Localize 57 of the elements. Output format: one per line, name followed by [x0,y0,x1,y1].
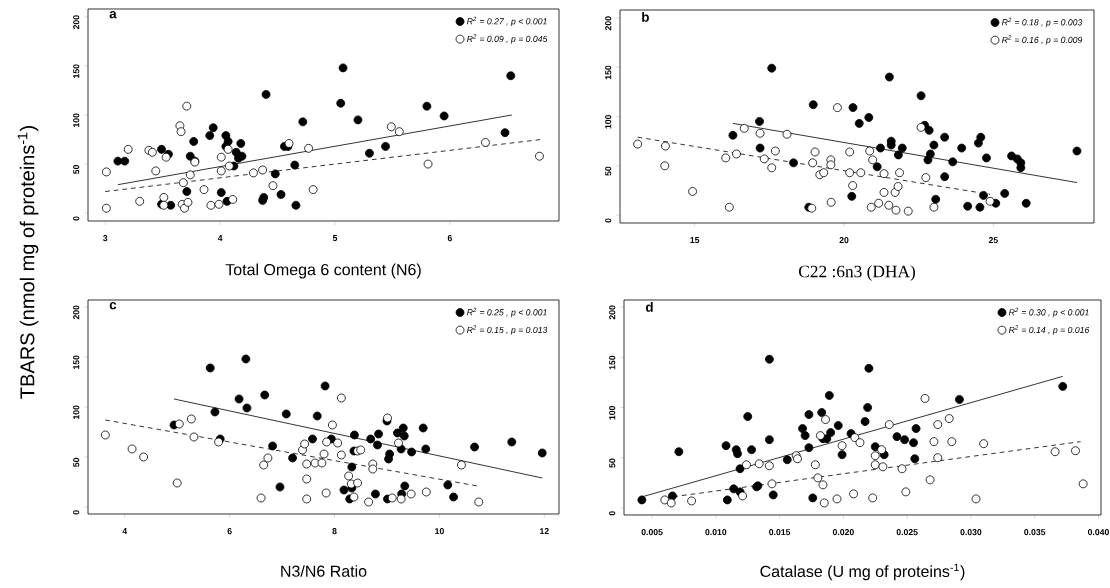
x-tick-label: 0.010 [705,529,727,536]
x-tick-label: 0.020 [832,529,854,536]
x-tick-label: 6 [447,235,452,242]
x-tick-label: 12 [540,528,549,535]
chart-title: a [109,11,117,19]
y-tick-label: 200 [73,15,80,30]
chart-title: b [642,12,649,22]
y-tick-label: 0 [609,511,616,516]
legend-label: R$^{2}$ = 0.09 , p = 0.045 [466,34,548,44]
x-tick-label: 15 [690,237,700,244]
y-tick-label: 150 [605,65,612,80]
x-tick-label: 0.015 [769,529,791,536]
y-tick-label: 200 [609,305,616,320]
y-tick-label: 0 [73,216,80,221]
y-tick-label: 50 [605,166,612,176]
y-tick-label: 0 [605,218,612,223]
y-axis-title: TBARS (nmol mg of proteins$^{-1}$) [17,126,39,399]
y-tick-label: 100 [605,114,612,129]
chart-title: c [109,302,117,310]
legend-label: R$^{2}$ = 0.15 , p = 0.013 [466,325,548,335]
x-tick-label: 3 [103,235,108,242]
x-tick-label: 20 [839,237,849,244]
x-tick-label: 0.035 [1024,529,1046,536]
x-axis-title: N3/N6 Ratio [281,565,367,577]
y-tick-label: 50 [609,458,616,468]
legend-label: R$^{2}$ = 0.16 , p = 0.009 [1001,35,1083,45]
x-axis-title: C22 :6n3 (DHA) [798,265,915,281]
y-tick-label: 100 [73,405,80,420]
legend-label: R$^{2}$ = 0.18 , p = 0.003 [1001,17,1083,28]
y-tick-label: 50 [73,164,80,174]
y-tick-label: 150 [73,64,80,78]
x-tick-label: 0.040 [1087,529,1109,536]
x-tick-label: 25 [988,237,998,244]
legend-label: R$^{2}$ = 0.14 , p = 0.016 [1008,325,1090,335]
x-tick-label: 0.030 [960,529,982,536]
y-tick-label: 50 [73,457,80,467]
x-tick-label: 10 [435,528,444,535]
legend-label: R$^{2}$ = 0.27 , p < 0.001 [466,16,547,27]
x-tick-label: 8 [332,528,337,535]
x-tick-label: 0.025 [896,529,918,536]
y-tick-label: 200 [73,305,80,320]
x-tick-label: 0.005 [641,529,663,536]
x-tick-label: 4 [122,528,128,534]
x-axis-title: Total Omega 6 content (N6) [225,263,421,279]
y-tick-label: 100 [609,405,616,420]
x-axis-title: Catalase (U mg of proteins$^{-1}$) [760,563,965,581]
chart-title: d [645,302,653,312]
legend-label: R$^{2}$ = 0.30 , p < 0.001 [1008,307,1089,318]
y-tick-label: 200 [605,16,612,31]
y-tick-label: 150 [609,355,616,370]
legend-label: R$^{2}$ = 0.25 , p < 0.001 [466,307,547,318]
x-tick-label: 6 [227,528,232,535]
y-tick-label: 100 [73,113,80,128]
x-tick-label: 4 [217,235,223,241]
x-tick-label: 5 [332,235,338,242]
y-tick-label: 150 [73,355,80,370]
y-tick-label: 0 [73,510,80,515]
